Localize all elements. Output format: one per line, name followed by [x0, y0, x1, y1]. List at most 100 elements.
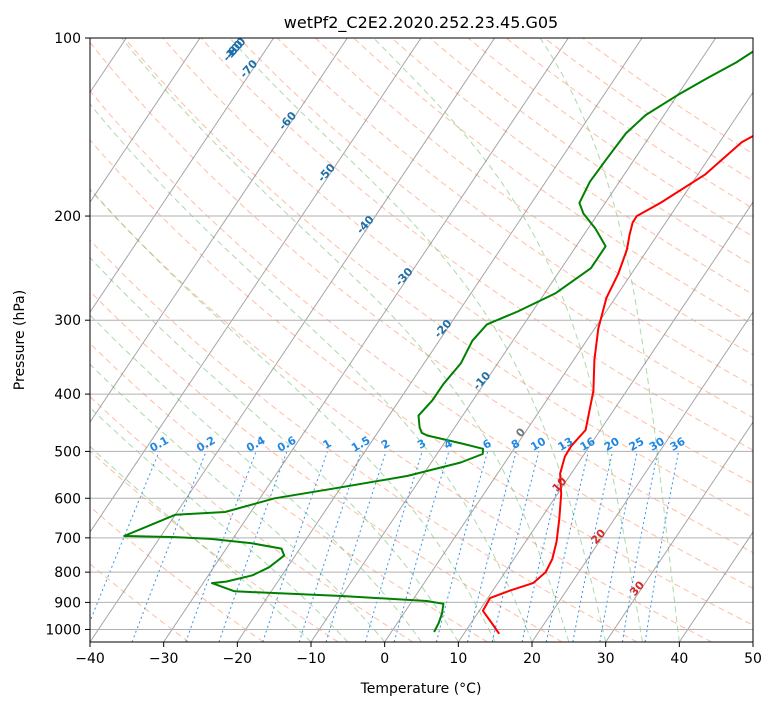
y-tick-label: 500 — [54, 444, 81, 460]
y-tick-label: 1000 — [45, 622, 81, 638]
isotherm-label: -30 — [393, 265, 416, 289]
mixing-ratio-line — [467, 451, 517, 642]
isotherm-label: 30 — [627, 578, 647, 598]
mixing-ratio-line — [185, 451, 257, 642]
isotherm-line — [678, 531, 753, 642]
isotherm-label: -70 — [237, 57, 260, 81]
dry-adiabat-line — [200, 38, 753, 451]
dry-adiabat-line — [90, 41, 753, 554]
mixing-ratio-line — [435, 451, 489, 642]
mixing-ratio-line — [262, 451, 328, 642]
isotherm-line — [457, 201, 753, 642]
isotherm-line — [752, 641, 753, 642]
mixing-ratio-line — [218, 451, 288, 642]
x-tick-label: −30 — [149, 651, 179, 667]
moist-adiabat-line — [90, 314, 422, 642]
x-tick-label: −40 — [75, 651, 105, 667]
dry-adiabat-line — [90, 90, 753, 589]
y-axis-ticks: 100 200 300 400 500 600 700 800 900 1000 — [45, 31, 90, 638]
dry-adiabat-line — [429, 38, 753, 266]
x-tick-label: −10 — [296, 651, 326, 667]
mixing-ratio-line — [491, 451, 540, 642]
moist-adiabat-line — [373, 38, 643, 642]
mixing-ratio-label: 4 — [442, 437, 455, 452]
mixing-ratio-label: 30 — [647, 435, 667, 454]
mixing-ratio-label: 25 — [627, 435, 647, 454]
y-axis-label: Pressure (hPa) — [12, 290, 28, 390]
plot-frame — [89, 37, 754, 643]
dry-adiabat-line — [90, 290, 563, 642]
mixing-ratio-line — [325, 451, 387, 642]
moist-adiabat-line — [90, 188, 496, 642]
dry-adiabat-line — [276, 38, 753, 387]
x-axis-ticks: −40 −30 −20 −10 0 10 20 30 40 50 — [75, 642, 762, 667]
x-tick-label: 50 — [744, 651, 762, 667]
moist-adiabat-line — [90, 406, 349, 642]
dry-adiabat-line — [124, 38, 753, 519]
dry-adiabat-line — [90, 139, 753, 626]
dry-adiabat-line — [315, 38, 753, 356]
grid-lines — [90, 38, 753, 642]
x-tick-label: 0 — [380, 651, 389, 667]
x-tick-label: 40 — [670, 651, 688, 667]
isotherm-line — [90, 38, 496, 642]
profile-series — [123, 50, 753, 635]
y-tick-label: 200 — [54, 209, 81, 225]
y-tick-label: 400 — [54, 387, 81, 403]
isotherm-line — [90, 38, 201, 204]
y-tick-label: 900 — [54, 595, 81, 611]
x-tick-label: 30 — [597, 651, 615, 667]
dry-adiabat-line — [238, 38, 753, 419]
dry-adiabat-line — [90, 188, 712, 642]
isotherm-line — [90, 38, 422, 533]
moist-adiabat-line — [90, 103, 533, 642]
background-lines — [90, 38, 753, 642]
mixing-ratio-line — [364, 451, 423, 642]
isotherm-label: -60 — [276, 109, 299, 133]
chart-title: wetPf2_C2E2.2020.252.23.45.G05 — [284, 13, 558, 33]
mixing-ratio-line — [90, 451, 160, 623]
x-tick-label: 10 — [449, 651, 467, 667]
moist-adiabat-line — [90, 363, 386, 642]
dry-adiabat-line — [162, 38, 753, 485]
isotherm-line — [90, 38, 275, 314]
moist-adiabat-line — [121, 38, 570, 642]
isotherm-line — [531, 311, 753, 642]
isotherm-label: -50 — [315, 161, 338, 185]
mixing-ratio-line — [131, 451, 207, 642]
isotherm-line — [90, 38, 348, 423]
mixing-ratio-line — [545, 451, 589, 642]
mixing-ratio-label: 1 — [321, 437, 334, 452]
mixing-ratio-line — [599, 451, 638, 642]
dry-adiabat-line — [90, 395, 414, 642]
moist-adiabat-line — [539, 38, 680, 642]
mixing-ratio-label: 20 — [602, 435, 622, 454]
mixing-ratio-line — [572, 451, 614, 642]
moist-adiabat-line — [90, 256, 459, 642]
mixing-ratio-line — [393, 451, 450, 642]
isotherm-line — [605, 421, 753, 642]
y-tick-label: 800 — [54, 565, 81, 581]
mixing-ratio-label: 10 — [528, 435, 548, 454]
moist-adiabat-line — [90, 445, 312, 642]
y-tick-label: 300 — [54, 313, 81, 329]
y-tick-label: 600 — [54, 491, 81, 507]
dewpoint-profile-line — [123, 50, 753, 633]
isotherm-label: -10 — [470, 369, 493, 393]
isotherm-line — [384, 91, 753, 642]
x-tick-label: 20 — [523, 651, 541, 667]
dry-adiabat-line — [544, 38, 753, 182]
mixing-ratio-line — [298, 451, 362, 642]
isotherm-line — [310, 38, 717, 642]
y-tick-label: 100 — [54, 31, 81, 47]
dry-adiabat-line — [90, 563, 190, 642]
isotherm-line — [236, 38, 643, 642]
isotherm-label: 20 — [588, 526, 608, 546]
dry-adiabat-line — [505, 38, 753, 210]
y-tick-label: 700 — [54, 531, 81, 547]
x-tick-label: −20 — [223, 651, 253, 667]
isotherm-line — [163, 38, 569, 642]
temperature-profile-line — [481, 134, 753, 635]
mixing-ratio-line — [644, 451, 680, 642]
